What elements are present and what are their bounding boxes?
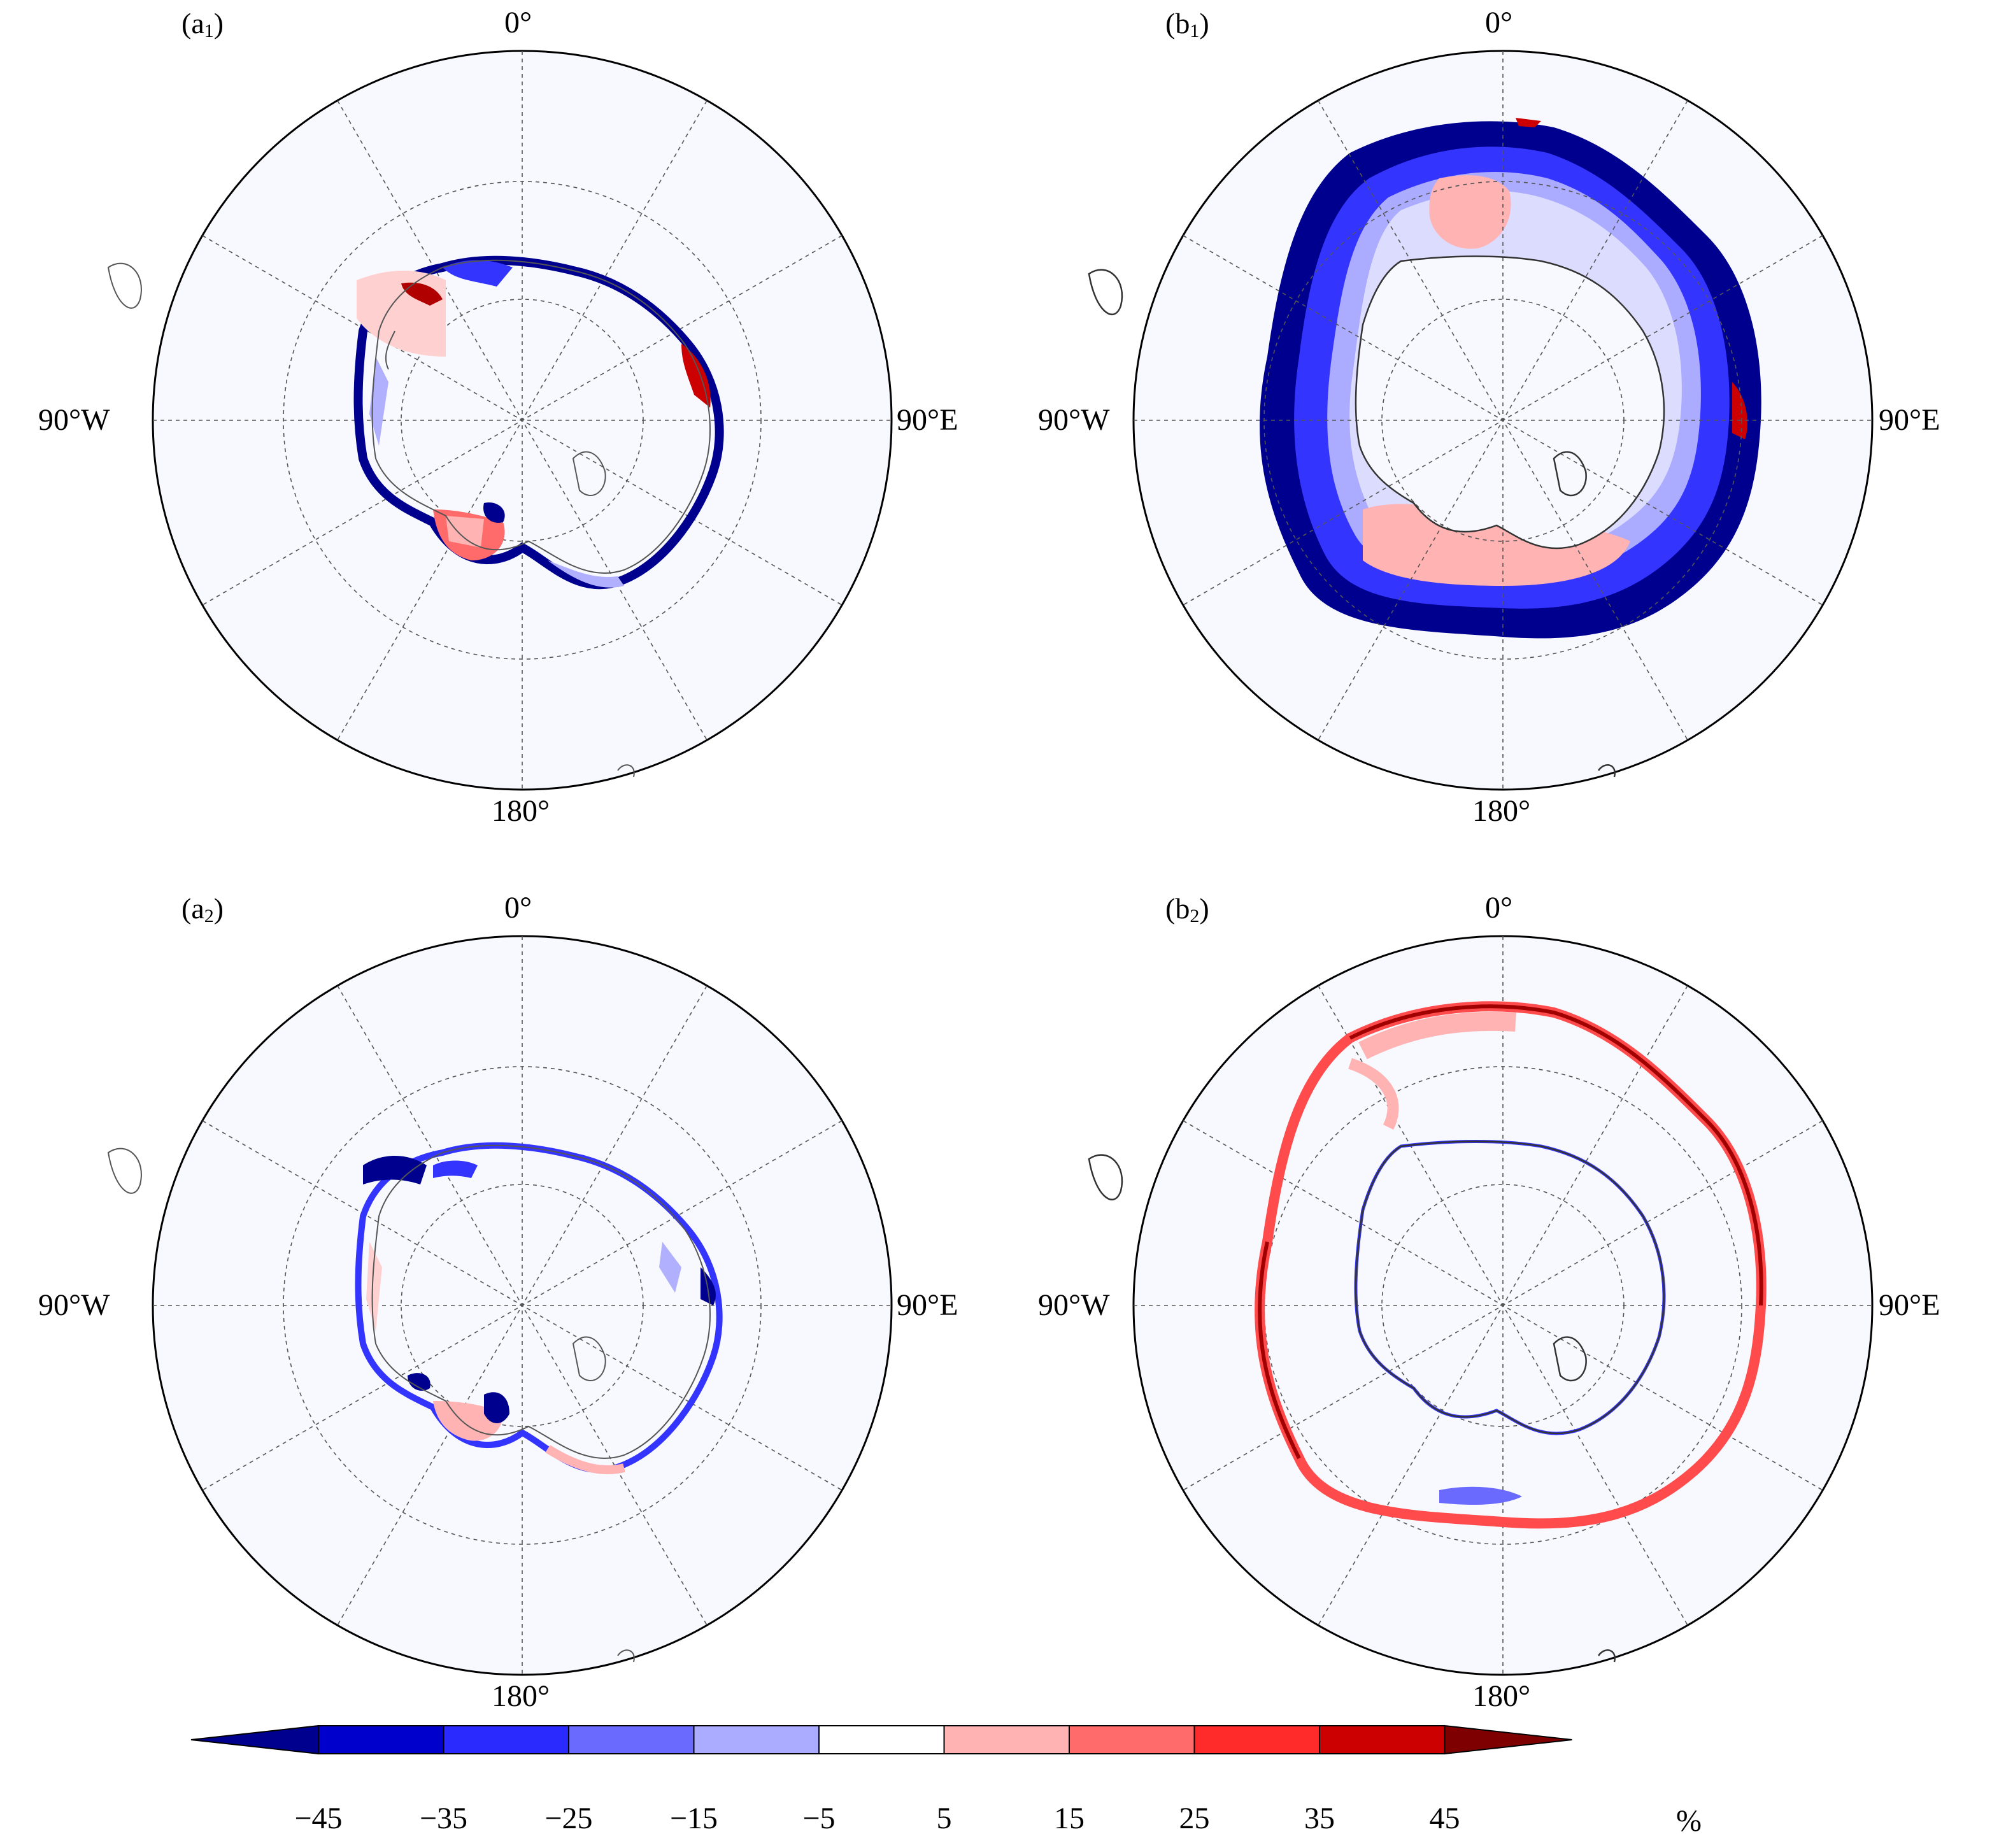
lon-label-top: 0° — [504, 891, 532, 925]
lon-label-right: 90°E — [1879, 403, 1940, 437]
colorbar-tick-label: 5 — [936, 1802, 952, 1835]
lon-label-right: 90°E — [897, 1288, 958, 1322]
colorbar-unit: % — [1676, 1804, 1702, 1838]
panel-label-b1: (b1) — [1165, 7, 1209, 41]
lon-label-left: 90°W — [38, 1288, 110, 1322]
panel-a1: (a1) 0° 90°W 90°E 180° — [38, 0, 1025, 885]
lon-label-left: 90°W — [1038, 403, 1110, 437]
lon-label-right: 90°E — [897, 403, 958, 437]
lon-label-left: 90°W — [1038, 1288, 1110, 1322]
panel-label-a2: (a2) — [181, 892, 224, 927]
colorbar-tick-label: 15 — [1054, 1802, 1085, 1835]
graticule — [153, 51, 892, 790]
lon-label-top: 0° — [1485, 891, 1513, 925]
panel-b1: (b1) 0° 90°W 90°E 180° — [1038, 0, 1993, 885]
panel-a2: (a2) 0° 90°W 90°E 180° — [38, 885, 1025, 1770]
lon-label-bottom: 180° — [1472, 1679, 1531, 1713]
graticule — [153, 936, 892, 1675]
lon-label-right: 90°E — [1879, 1288, 1940, 1322]
map-a2 — [107, 935, 893, 1676]
lon-label-top: 0° — [504, 6, 532, 39]
colorbar-tick-label: −35 — [419, 1802, 468, 1835]
colorbar-tick-label: −15 — [669, 1802, 718, 1835]
colorbar-tick-label: 45 — [1429, 1802, 1460, 1835]
panel-label-a1: (a1) — [181, 7, 224, 41]
map-b2 — [1088, 935, 1874, 1676]
panel-label-b2: (b2) — [1165, 892, 1209, 927]
map-b1 — [1088, 50, 1874, 791]
coastline — [107, 259, 711, 778]
lon-label-bottom: 180° — [1472, 794, 1531, 828]
lon-label-left: 90°W — [38, 403, 110, 437]
coastline — [1088, 1141, 1665, 1663]
colorbar-tick-label: −5 — [802, 1802, 836, 1835]
coastline — [107, 1144, 711, 1663]
coastline — [1088, 255, 1665, 778]
graticule — [1134, 51, 1872, 790]
colorbar-tick-label: 35 — [1304, 1802, 1335, 1835]
lon-label-top: 0° — [1485, 6, 1513, 39]
graticule — [1134, 936, 1872, 1675]
colorbar-tick-label: −45 — [294, 1802, 343, 1835]
colorbar-tick-label: 25 — [1179, 1802, 1210, 1835]
colorbar-tick-label: −25 — [544, 1802, 593, 1835]
map-a1 — [107, 50, 893, 791]
lon-label-bottom: 180° — [492, 794, 550, 828]
panel-b2: (b2) 0° 90°W 90°E 180° — [1038, 885, 1993, 1770]
lon-label-bottom: 180° — [492, 1679, 550, 1713]
